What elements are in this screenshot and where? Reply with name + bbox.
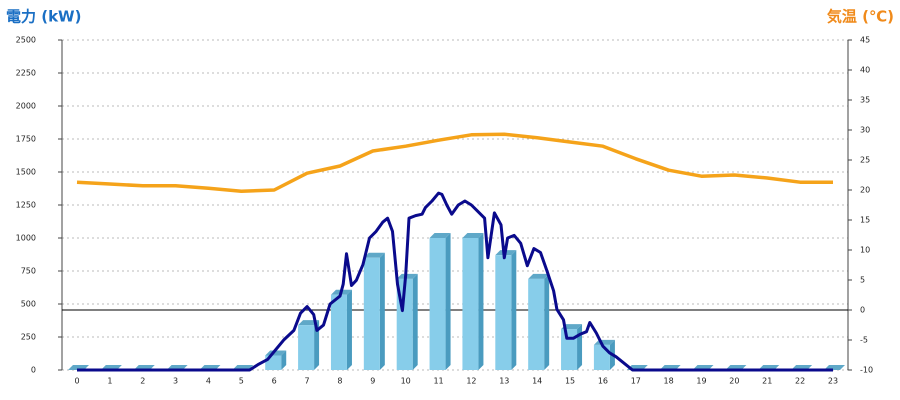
y-tick-label: 750 — [21, 267, 36, 276]
bar-side — [412, 273, 418, 370]
x-tick-label: 7 — [305, 377, 310, 386]
x-tick-label: 17 — [631, 377, 641, 386]
x-tick-label: 20 — [729, 377, 739, 386]
bar-side — [478, 233, 484, 370]
bar-top — [462, 233, 484, 238]
x-tick-label: 0 — [74, 377, 79, 386]
x-tick-label: 18 — [664, 377, 674, 386]
y2-axis-title: 気温 (℃) — [827, 8, 894, 26]
y2-tick-label: 15 — [860, 216, 870, 225]
bar-side — [314, 320, 320, 370]
bar — [593, 344, 610, 370]
x-tick-label: 14 — [532, 377, 542, 386]
y2-tick-label: 35 — [860, 96, 870, 105]
bar-top — [396, 273, 418, 279]
y2-tick-label: -5 — [860, 336, 868, 345]
x-tick-label: 9 — [370, 377, 375, 386]
y-tick-label: 0 — [31, 366, 36, 375]
y-tick-label: 2250 — [16, 69, 36, 78]
y-tick-label: 1000 — [16, 234, 36, 243]
x-tick-label: 15 — [565, 377, 575, 386]
bar-side — [511, 250, 517, 370]
x-tick-label: 3 — [173, 377, 178, 386]
y-tick-label: 1500 — [16, 168, 36, 177]
bar — [495, 255, 512, 370]
x-tick-label: 5 — [239, 377, 244, 386]
x-tick-label: 19 — [696, 377, 706, 386]
bar-side — [445, 233, 451, 370]
bar — [528, 278, 545, 370]
x-tick-label: 23 — [828, 377, 838, 386]
bar-top — [528, 273, 550, 279]
x-tick-label: 11 — [433, 377, 443, 386]
y2-tick-label: 0 — [860, 306, 865, 315]
y-tick-label: 2500 — [16, 36, 36, 45]
x-tick-label: 12 — [466, 377, 476, 386]
line — [76, 132, 833, 193]
bar — [363, 257, 380, 370]
y2-tick-label: 5 — [860, 276, 865, 285]
y-tick-label: 500 — [21, 300, 36, 309]
bar-side — [379, 252, 385, 370]
y2-tick-label: 25 — [860, 156, 870, 165]
x-tick-label: 10 — [401, 377, 411, 386]
bar — [462, 238, 479, 370]
y-tick-label: 2000 — [16, 102, 36, 111]
y2-tick-label: 30 — [860, 126, 870, 135]
x-tick-label: 8 — [337, 377, 342, 386]
x-tick-label: 13 — [499, 377, 509, 386]
y2-tick-label: 20 — [860, 186, 870, 195]
x-tick-label: 1 — [107, 377, 112, 386]
bar-side — [281, 350, 287, 370]
y2-tick-label: 10 — [860, 246, 870, 255]
x-tick-label: 2 — [140, 377, 145, 386]
y2-tick-label: 45 — [860, 36, 870, 45]
y2-tick-label: -10 — [860, 366, 873, 375]
x-tick-label: 6 — [272, 377, 277, 386]
y2-tick-label: 40 — [860, 66, 870, 75]
bar-side — [577, 324, 583, 370]
bar-top — [429, 233, 451, 238]
bar — [330, 294, 347, 370]
bar — [429, 238, 446, 370]
bar-side — [544, 273, 550, 370]
line — [77, 191, 833, 372]
y-tick-label: 250 — [21, 333, 36, 342]
x-tick-label: 21 — [762, 377, 772, 386]
x-tick-label: 22 — [795, 377, 805, 386]
y-tick-label: 1750 — [16, 135, 36, 144]
bar-top — [363, 252, 385, 258]
x-tick-label: 16 — [598, 377, 608, 386]
bar — [561, 329, 578, 370]
bar-side — [346, 289, 352, 370]
y-axis-title: 電力 (kW) — [6, 8, 81, 26]
x-tick-label: 4 — [206, 377, 211, 386]
y-tick-label: 1250 — [16, 201, 36, 210]
bar — [298, 325, 315, 370]
